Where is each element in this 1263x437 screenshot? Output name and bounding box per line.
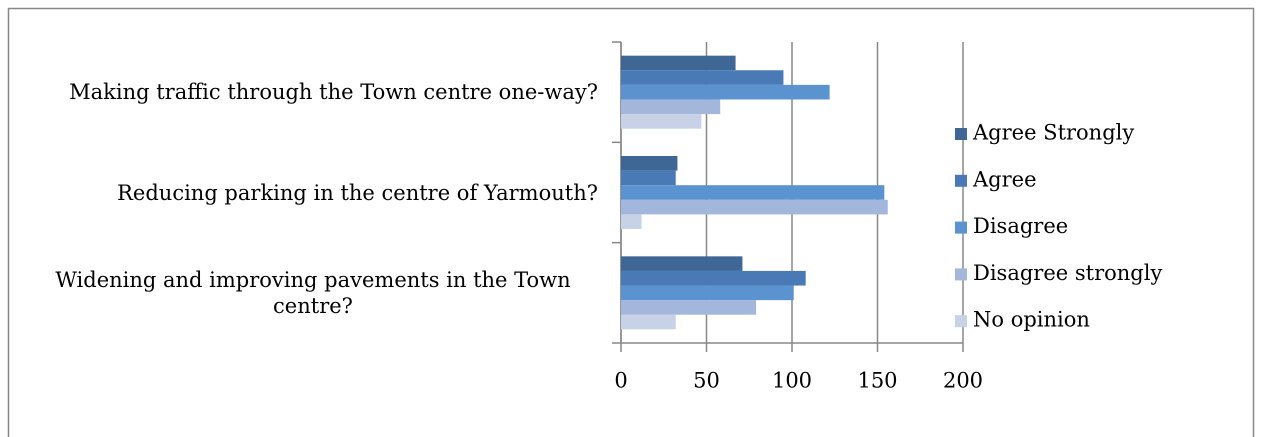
legend-swatch	[955, 128, 967, 140]
bar	[621, 70, 784, 85]
x-tick-label: 50	[693, 369, 720, 393]
legend-label: No opinion	[973, 308, 1090, 332]
chart-border	[7, 7, 1255, 437]
legend-label: Disagree strongly	[973, 261, 1162, 285]
legend-label: Agree Strongly	[972, 121, 1134, 145]
category-label: Making traffic through the Town centre o…	[69, 80, 598, 105]
legend-label: Agree	[972, 167, 1037, 191]
bar	[621, 185, 885, 200]
bar	[621, 84, 830, 100]
bar	[621, 156, 678, 171]
x-tick-label: 0	[614, 369, 627, 393]
bar	[621, 214, 642, 229]
x-tick-label: 100	[772, 369, 812, 393]
legend-label: Disagree	[973, 214, 1068, 238]
legend-swatch	[955, 174, 967, 187]
bar	[621, 300, 757, 315]
x-tick-label: 150	[857, 369, 897, 393]
x-tick-label: 200	[943, 369, 983, 393]
bar	[621, 270, 806, 286]
bar	[621, 55, 736, 71]
legend-swatch	[955, 221, 967, 234]
bar	[621, 314, 676, 330]
bar	[621, 170, 676, 186]
bar	[621, 256, 743, 271]
category-label: Reducing parking in the centre of Yarmou…	[117, 180, 598, 205]
bar	[621, 285, 794, 301]
bar	[621, 114, 702, 129]
legend-swatch	[955, 315, 967, 328]
legend-swatch	[955, 268, 967, 281]
category-label: Widening and improving pavements in the …	[55, 267, 571, 318]
bar	[621, 99, 721, 115]
bar	[621, 199, 888, 215]
